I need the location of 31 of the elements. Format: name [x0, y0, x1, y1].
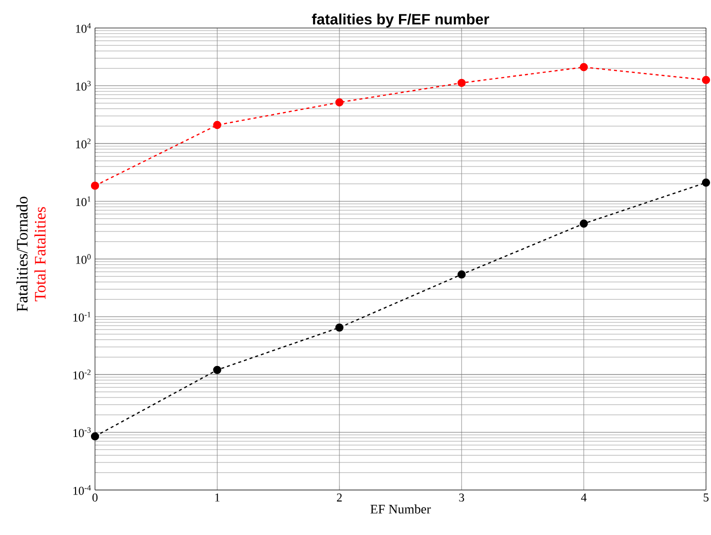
- point: [580, 220, 588, 228]
- point: [458, 270, 466, 279]
- y-tick-label: 10$^{0}$: [76, 254, 91, 264]
- y-tick-label: 10$^{-2}$: [73, 370, 91, 380]
- x-tick-label: 2: [336, 494, 342, 502]
- x-tick-label: 0: [92, 494, 98, 502]
- point: [90, 182, 100, 190]
- y-tick-label: 10$^{3}$: [76, 80, 91, 91]
- point: [90, 432, 100, 440]
- y-tick-label: 10$^{2}$: [76, 138, 91, 148]
- point: [702, 76, 710, 84]
- point: [335, 323, 344, 332]
- point: [213, 120, 222, 130]
- y-tick-label: 10$^{4}$: [76, 23, 91, 33]
- x-tick-label: 5: [704, 494, 709, 502]
- chart-title: fatalities by F/EF number: [312, 14, 490, 28]
- y-tick-label: 10$^{1}$: [76, 196, 90, 206]
- point: [580, 63, 588, 72]
- y-tick-label: 10$^{-4}$: [73, 485, 91, 495]
- y-tick-label: 10$^{-1}$: [73, 312, 90, 322]
- x-axis-title: EF Number: [370, 504, 431, 514]
- x-tick-label: 4: [581, 494, 587, 502]
- text: Fatalities/Tornado: [16, 196, 28, 312]
- text: Total Fatalities: [34, 207, 46, 302]
- x-tick-label: 3: [459, 494, 464, 502]
- point: [335, 98, 344, 106]
- x-tick-label: 1: [215, 494, 220, 502]
- point: [213, 366, 222, 374]
- y-tick-label: 10$^{-3}$: [73, 427, 91, 438]
- point: [702, 178, 710, 187]
- point: [458, 78, 466, 87]
